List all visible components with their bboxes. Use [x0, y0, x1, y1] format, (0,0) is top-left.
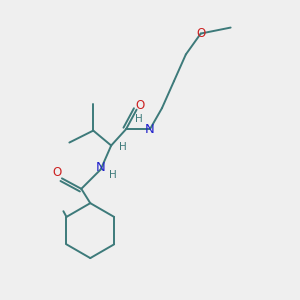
Text: H: H [135, 114, 142, 124]
Text: H: H [119, 142, 126, 152]
Text: O: O [135, 99, 144, 112]
Text: H: H [110, 170, 117, 180]
Text: O: O [52, 166, 61, 179]
Text: N: N [145, 123, 155, 136]
Text: N: N [95, 161, 105, 174]
Text: O: O [196, 27, 206, 40]
